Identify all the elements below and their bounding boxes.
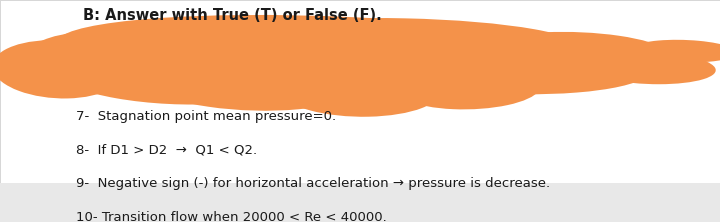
- Ellipse shape: [281, 66, 439, 117]
- Text: 7-  Stagnation point mean pressure=0.: 7- Stagnation point mean pressure=0.: [76, 109, 336, 123]
- Text: B: Answer with True (T) or False (F).: B: Answer with True (T) or False (F).: [83, 8, 382, 23]
- Ellipse shape: [631, 40, 720, 62]
- Ellipse shape: [580, 51, 716, 84]
- Ellipse shape: [134, 43, 370, 111]
- Text: 8-  If D1 > D2  →  Q1 < Q2.: 8- If D1 > D2 → Q1 < Q2.: [76, 143, 257, 156]
- FancyBboxPatch shape: [0, 0, 720, 182]
- Text: 10- Transition flow when 20000 < Re < 40000.: 10- Transition flow when 20000 < Re < 40…: [76, 211, 387, 222]
- Ellipse shape: [166, 18, 438, 55]
- Ellipse shape: [57, 15, 591, 87]
- Text: 9-  Negative sign (-) for horizontal acceleration → pressure is decrease.: 9- Negative sign (-) for horizontal acce…: [76, 177, 550, 190]
- Ellipse shape: [41, 23, 319, 105]
- Ellipse shape: [210, 18, 582, 73]
- Ellipse shape: [479, 32, 673, 78]
- Ellipse shape: [0, 40, 123, 99]
- Ellipse shape: [356, 34, 652, 94]
- Ellipse shape: [28, 31, 188, 86]
- Ellipse shape: [330, 48, 534, 106]
- Ellipse shape: [395, 66, 541, 109]
